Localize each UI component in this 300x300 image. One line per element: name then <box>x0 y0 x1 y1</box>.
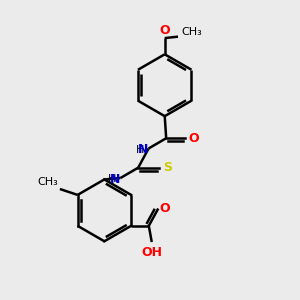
Text: H: H <box>136 145 144 155</box>
Text: H: H <box>108 174 116 184</box>
Text: O: O <box>189 132 200 145</box>
Text: S: S <box>163 161 172 174</box>
Text: O: O <box>159 24 170 37</box>
Text: CH₃: CH₃ <box>181 27 202 37</box>
Text: OH: OH <box>141 245 162 259</box>
Text: O: O <box>159 202 170 215</box>
Text: CH₃: CH₃ <box>38 177 58 187</box>
Text: N: N <box>138 143 148 157</box>
Text: N: N <box>110 173 120 186</box>
